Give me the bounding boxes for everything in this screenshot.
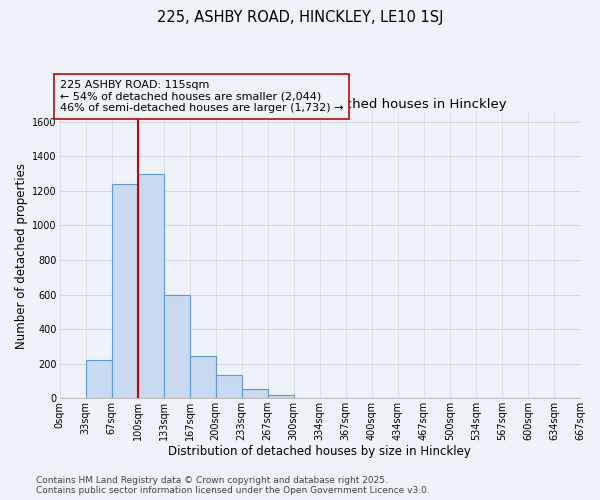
X-axis label: Distribution of detached houses by size in Hinckley: Distribution of detached houses by size … (169, 444, 471, 458)
Bar (242, 388, 268, 398)
Bar (190, 356, 215, 398)
Y-axis label: Number of detached properties: Number of detached properties (15, 162, 28, 348)
Bar (137, 174, 164, 398)
Text: 225, ASHBY ROAD, HINCKLEY, LE10 1SJ: 225, ASHBY ROAD, HINCKLEY, LE10 1SJ (157, 10, 443, 25)
Bar (112, 184, 137, 398)
Text: 225 ASHBY ROAD: 115sqm
← 54% of detached houses are smaller (2,044)
46% of semi-: 225 ASHBY ROAD: 115sqm ← 54% of detached… (59, 80, 343, 113)
Text: Contains HM Land Registry data © Crown copyright and database right 2025.
Contai: Contains HM Land Registry data © Crown c… (36, 476, 430, 495)
Bar (215, 375, 242, 398)
Bar (86, 360, 112, 398)
Bar (164, 294, 190, 398)
Title: Size of property relative to detached houses in Hinckley: Size of property relative to detached ho… (133, 98, 507, 110)
Bar (268, 394, 294, 398)
